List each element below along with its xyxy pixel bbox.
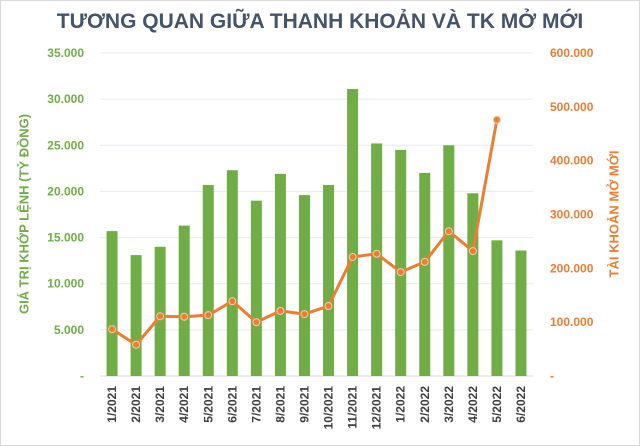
bar	[274, 173, 286, 376]
line-point	[108, 325, 117, 334]
line-point	[372, 249, 381, 258]
line-point	[468, 247, 477, 256]
y-tick-label: 35.000	[47, 46, 84, 60]
x-tick-label: 5/2022	[490, 386, 504, 423]
x-tick-label: 5/2021	[201, 386, 215, 423]
x-tick-label: 2/2022	[418, 386, 432, 423]
y-tick-label: -	[80, 369, 84, 383]
y2-tick-label: 200.000	[550, 261, 594, 275]
bar	[178, 225, 190, 376]
y-tick-label: 20.000	[47, 184, 84, 198]
line-point	[300, 310, 309, 319]
line-point	[420, 257, 429, 266]
line-point	[324, 302, 333, 311]
bar	[515, 250, 527, 376]
line-point	[276, 306, 285, 315]
line-point	[180, 312, 189, 321]
x-tick-label: 4/2022	[466, 386, 480, 423]
x-tick-label: 1/2022	[394, 386, 408, 423]
bar	[250, 200, 262, 376]
y2-tick-label: 500.000	[550, 100, 594, 114]
line-point	[228, 297, 237, 306]
bar	[491, 240, 503, 376]
bar	[323, 184, 335, 376]
x-tick-label: 4/2021	[177, 386, 191, 423]
bar	[154, 246, 166, 376]
x-tick-label: 9/2021	[297, 386, 311, 423]
bar	[395, 149, 407, 376]
bar	[467, 193, 479, 376]
x-tick-label: 11/2021	[346, 386, 360, 429]
y-tick-label: 25.000	[47, 138, 84, 152]
y-tick-label: 15.000	[47, 231, 84, 245]
x-tick-label: 8/2021	[273, 386, 287, 423]
line-point	[348, 253, 357, 262]
bar	[106, 231, 118, 376]
line-point	[204, 311, 213, 320]
y2-tick-label: 300.000	[550, 208, 594, 222]
y2-tick-label: 600.000	[550, 46, 594, 60]
x-tick-label: 7/2021	[249, 386, 263, 423]
line-point	[396, 268, 405, 277]
y2-tick-label: 100.000	[550, 315, 594, 329]
bar	[226, 170, 238, 376]
chart-title: TƯƠNG QUAN GIỮA THANH KHOẢN VÀ TK MỞ MỚI	[56, 10, 584, 33]
x-tick-label: 2/2021	[129, 386, 143, 423]
bar	[419, 172, 431, 376]
y-tick-label: 10.000	[47, 277, 84, 291]
bar	[202, 184, 214, 376]
bar	[347, 88, 359, 377]
y-tick-label: 5.000	[54, 323, 84, 337]
x-tick-label: 3/2022	[442, 386, 456, 423]
line-point	[156, 312, 165, 321]
x-tick-label: 12/2021	[370, 386, 384, 430]
x-tick-label: 6/2022	[514, 386, 528, 423]
y-tick-label: 30.000	[47, 92, 84, 106]
x-tick-label: 3/2021	[153, 386, 167, 423]
bar	[371, 143, 383, 376]
line-point	[492, 115, 501, 124]
y2-tick-label: 400.000	[550, 154, 594, 168]
bar	[298, 195, 310, 376]
x-tick-label: 6/2021	[225, 386, 239, 423]
x-tick-label: 10/2021	[322, 386, 336, 430]
bar	[443, 145, 455, 376]
line-point	[252, 318, 261, 327]
x-tick-label: 1/2021	[105, 386, 119, 423]
bar	[130, 255, 142, 376]
line-point	[444, 227, 453, 236]
y2-tick-label: -	[550, 369, 554, 383]
line-point	[132, 340, 141, 349]
